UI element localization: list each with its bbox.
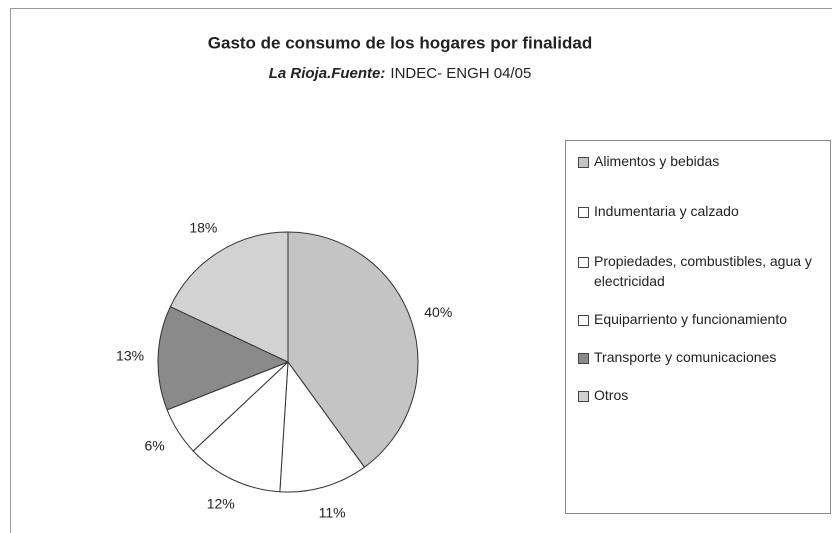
chart-title: Gasto de consumo de los hogares por fina… [208, 33, 592, 52]
subtitle-source: INDEC- ENGH 04/05 [390, 65, 531, 82]
legend-label: Indumentaria y calzado [594, 203, 739, 219]
data-label: 18% [189, 219, 217, 235]
pie-slice [279, 360, 366, 493]
data-label: 13% [116, 348, 144, 364]
data-label: 6% [144, 437, 164, 453]
legend-swatch [578, 315, 589, 326]
legend-swatch [578, 157, 589, 168]
legend-label: Propiedades, combustibles, agua y electr… [594, 253, 812, 289]
legend-swatch [578, 257, 589, 268]
frame [10, 8, 832, 533]
data-label: 40% [424, 304, 452, 320]
legend-label: Alimentos y bebidas [594, 153, 720, 169]
pie-slice [157, 305, 290, 411]
legend-item: Otros [578, 385, 822, 405]
chart-subtitle: La Rioja.Fuente: INDEC- ENGH 04/05 [269, 65, 532, 82]
legend-item: Alimentos y bebidas [578, 151, 822, 171]
legend-swatch [578, 207, 589, 218]
legend-label: Transporte y comunicaciones [594, 349, 777, 365]
pie-slice [287, 231, 419, 468]
legend-swatch [578, 391, 589, 402]
legend-item: Equiparriento y funcionamiento [578, 309, 822, 329]
legend: Alimentos y bebidas Indumentaria y calzad… [565, 140, 831, 514]
legend-label: Equiparriento y funcionamiento [594, 311, 788, 327]
legend-item: Propiedades, combustibles, agua y electr… [578, 251, 822, 291]
legend-label: Otros [594, 387, 629, 403]
legend-swatch [578, 353, 589, 364]
legend-item: Transporte y comunicaciones [578, 347, 822, 367]
data-label: 11% [319, 504, 346, 520]
pie-slice [169, 231, 289, 363]
pie-slice [192, 360, 289, 493]
legend-item: Indumentaria y calzado [578, 201, 822, 221]
data-label: 12% [207, 496, 235, 512]
subtitle-place: La Rioja.Fuente: [269, 65, 386, 82]
